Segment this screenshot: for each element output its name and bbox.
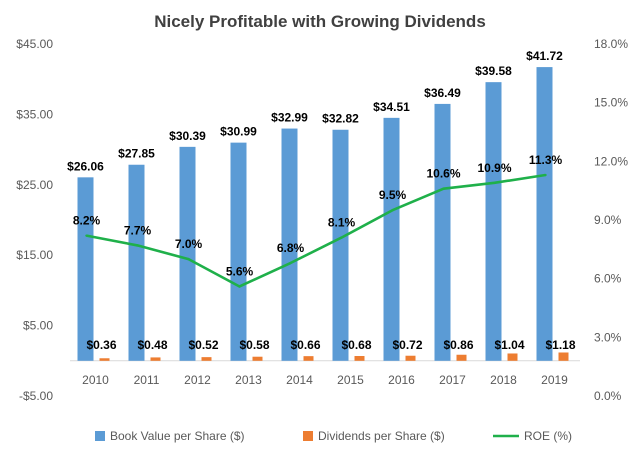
- x-tick-label: 2010: [82, 373, 109, 387]
- point-roe: [391, 209, 394, 212]
- y-left-tick-label: $15.00: [16, 248, 53, 262]
- data-label-roe: 7.0%: [175, 237, 203, 251]
- y-right-tick-label: 12.0%: [594, 154, 628, 168]
- data-label-roe: 9.5%: [379, 188, 407, 202]
- data-label-roe: 8.1%: [328, 216, 356, 230]
- point-roe: [493, 181, 496, 185]
- y-left-tick-label: $5.00: [23, 319, 53, 333]
- bar-dividend: [405, 355, 416, 361]
- data-label-book-value: $30.39: [169, 129, 206, 143]
- legend: Book Value per Share ($) Dividends per Sh…: [95, 429, 572, 443]
- y-left-tick-label: $25.00: [16, 178, 53, 192]
- bar-dividend: [303, 356, 314, 361]
- data-label-dividend: $0.86: [443, 338, 473, 352]
- y-right-tick-label: 9.0%: [594, 213, 622, 227]
- point-roe: [136, 244, 139, 247]
- data-label-roe: 8.2%: [73, 214, 101, 228]
- bar-book-value: [77, 177, 94, 361]
- x-tick-label: 2019: [541, 373, 568, 387]
- legend-swatch-dividend: [303, 431, 313, 441]
- y-right-tick-label: 18.0%: [594, 37, 628, 51]
- legend-label-book-value: Book Value per Share ($): [110, 429, 245, 443]
- data-label-roe: 6.8%: [277, 241, 305, 255]
- y-left-tick-label: $35.00: [16, 107, 53, 121]
- data-label-dividend: $0.68: [341, 338, 371, 352]
- bar-dividend: [354, 356, 365, 361]
- data-label-dividend: $0.48: [137, 338, 167, 352]
- x-tick-label: 2018: [490, 373, 517, 387]
- bar-dividend: [99, 358, 110, 361]
- x-tick-label: 2013: [235, 373, 262, 387]
- data-label-book-value: $26.06: [67, 159, 104, 173]
- bar-book-value: [485, 82, 502, 361]
- point-roe: [340, 236, 343, 239]
- bar-book-value: [230, 142, 247, 361]
- data-label-book-value: $41.72: [526, 49, 563, 63]
- data-label-book-value: $32.82: [322, 112, 359, 126]
- bar-dividend: [252, 356, 263, 361]
- point-roe: [187, 257, 190, 261]
- line-roe: [86, 173, 546, 288]
- bar-book-value: [179, 146, 196, 361]
- bar-book-value: [128, 164, 145, 361]
- bar-dividend: [456, 354, 467, 361]
- data-label-dividend: $1.04: [494, 338, 524, 352]
- bar-book-value: [434, 103, 451, 361]
- data-label-dividend: $0.58: [239, 338, 269, 352]
- data-label-dividend: $0.36: [86, 338, 116, 352]
- bar-dividend: [150, 357, 161, 361]
- point-roe: [442, 187, 445, 190]
- legend-label-dividend: Dividends per Share ($): [318, 429, 445, 443]
- bar-book-value: [281, 128, 298, 361]
- data-label-book-value: $30.99: [220, 125, 257, 139]
- data-label-dividend: $1.18: [545, 338, 575, 352]
- plot-area: -$5.00 $5.00 $15.00 $25.00 $35.00 $45.00 0.0% 3…: [16, 37, 628, 403]
- data-label-dividend: $0.66: [290, 338, 320, 352]
- y-right-tick-label: 15.0%: [594, 96, 628, 110]
- bar-dividend: [507, 353, 518, 361]
- bar-dividend: [201, 357, 212, 361]
- bar-book-value: [383, 117, 400, 361]
- x-tick-label: 2017: [439, 373, 466, 387]
- y-left-tick-label: -$5.00: [19, 389, 53, 403]
- x-tick-label: 2012: [184, 373, 211, 387]
- bar-dividend: [558, 352, 569, 361]
- y-left-tick-label: $45.00: [16, 37, 53, 51]
- data-label-book-value: $39.58: [475, 64, 512, 78]
- data-label-dividend: $0.52: [188, 338, 218, 352]
- point-roe: [289, 261, 292, 265]
- data-label-book-value: $36.49: [424, 86, 461, 100]
- data-label-book-value: $34.51: [373, 100, 410, 114]
- point-roe: [85, 234, 88, 237]
- data-label-book-value: $27.85: [118, 147, 155, 161]
- bar-book-value: [332, 129, 349, 361]
- data-label-roe: 7.7%: [124, 223, 152, 237]
- x-tick-label: 2016: [388, 373, 415, 387]
- y-right-tick-label: 0.0%: [594, 389, 622, 403]
- x-tick-label: 2015: [337, 373, 364, 387]
- chart-title: Nicely Profitable with Growing Dividends: [154, 12, 486, 31]
- y-right-tick-label: 6.0%: [594, 272, 622, 286]
- bar-book-value: [536, 67, 553, 361]
- point-roe: [544, 173, 547, 177]
- y-right-tick-label: 3.0%: [594, 330, 622, 344]
- x-tick-label: 2014: [286, 373, 313, 387]
- data-label-roe: 11.3%: [529, 153, 563, 167]
- data-label-roe: 10.6%: [426, 167, 460, 181]
- data-label-dividend: $0.72: [392, 338, 422, 352]
- data-label-book-value: $32.99: [271, 111, 308, 125]
- data-label-roe: 10.9%: [477, 161, 511, 175]
- legend-label-roe: ROE (%): [524, 429, 572, 443]
- point-roe: [238, 285, 241, 288]
- legend-swatch-book-value: [95, 431, 105, 441]
- x-tick-label: 2011: [134, 373, 160, 387]
- data-label-roe: 5.6%: [226, 264, 254, 278]
